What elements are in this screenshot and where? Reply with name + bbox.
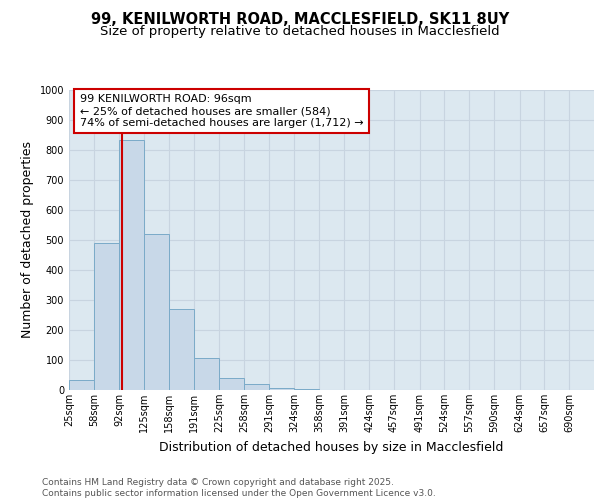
- Bar: [244, 384, 269, 390]
- Bar: [294, 388, 319, 390]
- Bar: [119, 140, 144, 390]
- Text: 99 KENILWORTH ROAD: 96sqm
← 25% of detached houses are smaller (584)
74% of semi: 99 KENILWORTH ROAD: 96sqm ← 25% of detac…: [79, 94, 363, 128]
- Bar: [269, 388, 294, 390]
- Text: Contains HM Land Registry data © Crown copyright and database right 2025.
Contai: Contains HM Land Registry data © Crown c…: [42, 478, 436, 498]
- Bar: [69, 380, 94, 390]
- Bar: [220, 378, 244, 390]
- X-axis label: Distribution of detached houses by size in Macclesfield: Distribution of detached houses by size …: [160, 440, 503, 454]
- Text: Size of property relative to detached houses in Macclesfield: Size of property relative to detached ho…: [100, 25, 500, 38]
- Text: 99, KENILWORTH ROAD, MACCLESFIELD, SK11 8UY: 99, KENILWORTH ROAD, MACCLESFIELD, SK11 …: [91, 12, 509, 28]
- Bar: [144, 234, 169, 390]
- Bar: [194, 358, 220, 390]
- Bar: [169, 309, 194, 390]
- Y-axis label: Number of detached properties: Number of detached properties: [21, 142, 34, 338]
- Bar: [94, 243, 119, 390]
